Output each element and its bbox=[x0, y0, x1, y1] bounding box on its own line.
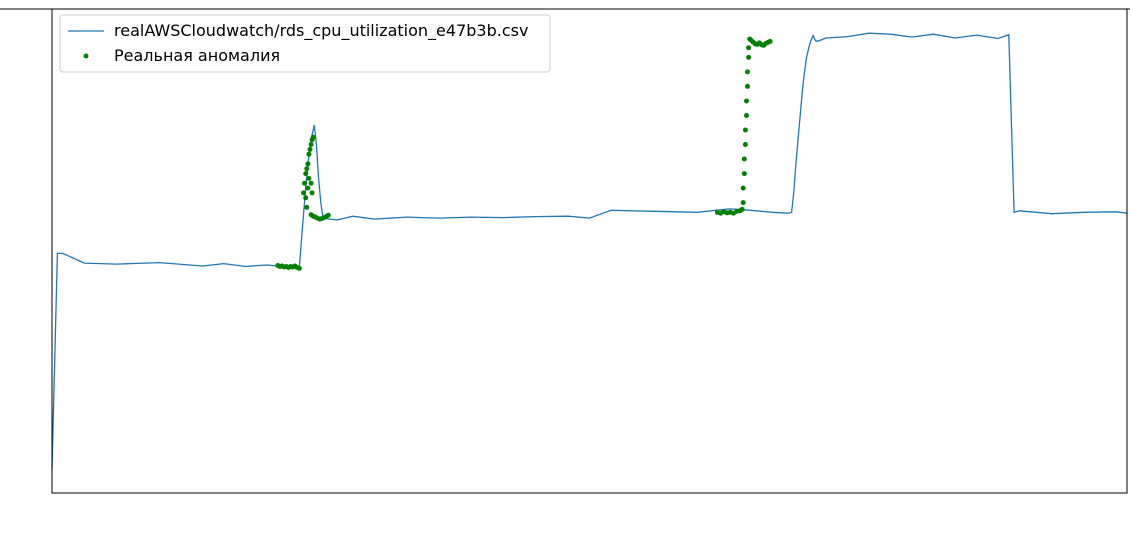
anomaly-point bbox=[305, 161, 311, 167]
anomaly-point bbox=[740, 185, 746, 191]
anomaly-point bbox=[308, 180, 314, 186]
anomaly-point bbox=[301, 190, 307, 196]
legend-series-label: realAWSCloudwatch/rds_cpu_utilization_e4… bbox=[114, 21, 528, 41]
anomaly-point bbox=[741, 156, 747, 162]
anomaly-point bbox=[746, 45, 752, 51]
anomaly-point bbox=[308, 142, 314, 147]
axes-frame bbox=[51, 8, 1128, 494]
anomaly-point bbox=[740, 200, 746, 206]
anomaly-point bbox=[741, 171, 747, 177]
anomaly-point bbox=[304, 166, 310, 172]
anomaly-point bbox=[744, 98, 749, 104]
anomaly-point bbox=[744, 113, 749, 118]
anomaly-point bbox=[296, 265, 302, 271]
anomaly-point bbox=[303, 171, 309, 177]
anomaly-point bbox=[303, 195, 309, 201]
legend-anomaly-label: Реальная аномалия bbox=[114, 46, 280, 65]
anomaly-point bbox=[767, 38, 773, 44]
legend: realAWSCloudwatch/rds_cpu_utilization_e4… bbox=[59, 14, 551, 73]
anomaly-point bbox=[742, 142, 748, 147]
anomaly-point bbox=[302, 180, 308, 186]
anomaly-point bbox=[307, 146, 313, 152]
anomaly-point bbox=[745, 83, 750, 89]
anomaly-point bbox=[310, 134, 316, 140]
anomaly-point bbox=[304, 204, 310, 210]
legend-box bbox=[59, 14, 551, 73]
anomaly-point bbox=[739, 206, 745, 212]
anomaly-point bbox=[305, 185, 311, 191]
anomaly-point bbox=[742, 127, 748, 133]
anomaly-point bbox=[306, 151, 312, 157]
legend-anomaly-swatch bbox=[83, 53, 89, 59]
anomaly-point bbox=[746, 54, 752, 60]
anomaly-point bbox=[306, 175, 312, 181]
anomaly-point bbox=[745, 69, 750, 75]
anomaly-point bbox=[309, 190, 315, 196]
plot-area bbox=[51, 32, 1128, 469]
anomaly-point bbox=[325, 212, 331, 218]
